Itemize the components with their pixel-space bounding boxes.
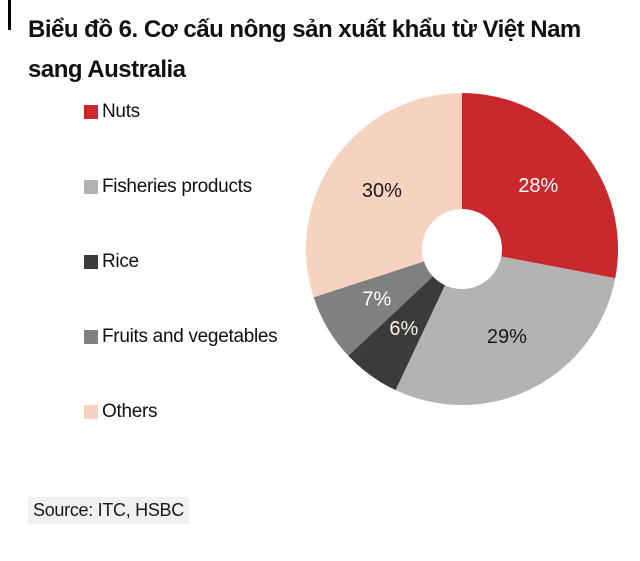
legend-label: Fruits and vegetables <box>102 326 278 347</box>
legend-item-rice: Rice <box>84 251 277 273</box>
legend-swatch-rice-icon <box>84 255 98 269</box>
page-corner-mark <box>8 0 11 30</box>
legend-swatch-fruits-and-vegetables-icon <box>84 330 98 344</box>
legend-label: Rice <box>102 251 139 272</box>
pie-label-rice: 6% <box>389 318 418 340</box>
legend-item-fruits-and-vegetables: Fruits and vegetables <box>84 326 278 348</box>
pie-label-nuts: 28% <box>518 175 558 197</box>
pie-slice-others <box>306 93 462 298</box>
pie-slice-rice <box>348 276 445 391</box>
pie-label-fruits-and-vegetables: 7% <box>362 288 391 310</box>
legend-swatch-others-icon <box>84 405 98 419</box>
legend-label: Nuts <box>102 101 140 122</box>
chart-title: Biểu đồ 6. Cơ cấu nông sản xuất khẩu từ … <box>28 16 581 83</box>
pie-label-others: 30% <box>362 180 402 202</box>
pie-slice-fruits-and-vegetables <box>313 261 433 356</box>
legend-label: Fisheries products <box>102 176 252 197</box>
pie-slice-nuts <box>462 93 619 279</box>
source-note: Source: ITC, HSBC <box>28 497 189 524</box>
legend-item-nuts: Nuts <box>84 101 277 123</box>
pie-slice-fisheries-products <box>395 256 616 405</box>
legend-item-fisheries-products: Fisheries products <box>84 176 277 198</box>
legend-item-others: Others <box>84 401 277 423</box>
chart-legend: Nuts Fisheries products Rice Fruits and … <box>84 101 278 423</box>
legend-swatch-nuts-icon <box>84 105 98 119</box>
legend-label: Others <box>102 401 158 422</box>
legend-swatch-fisheries-products-icon <box>84 180 98 194</box>
pie-label-fisheries-products: 29% <box>487 326 527 348</box>
